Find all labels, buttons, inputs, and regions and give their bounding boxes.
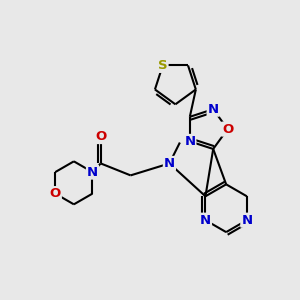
Text: O: O <box>50 187 61 200</box>
Text: O: O <box>222 123 233 136</box>
Text: S: S <box>158 59 168 72</box>
Text: N: N <box>87 166 98 178</box>
Text: N: N <box>208 103 219 116</box>
Text: N: N <box>200 214 211 227</box>
Text: O: O <box>95 130 106 143</box>
Text: N: N <box>241 214 252 227</box>
Text: N: N <box>184 135 195 148</box>
Text: N: N <box>164 157 175 170</box>
